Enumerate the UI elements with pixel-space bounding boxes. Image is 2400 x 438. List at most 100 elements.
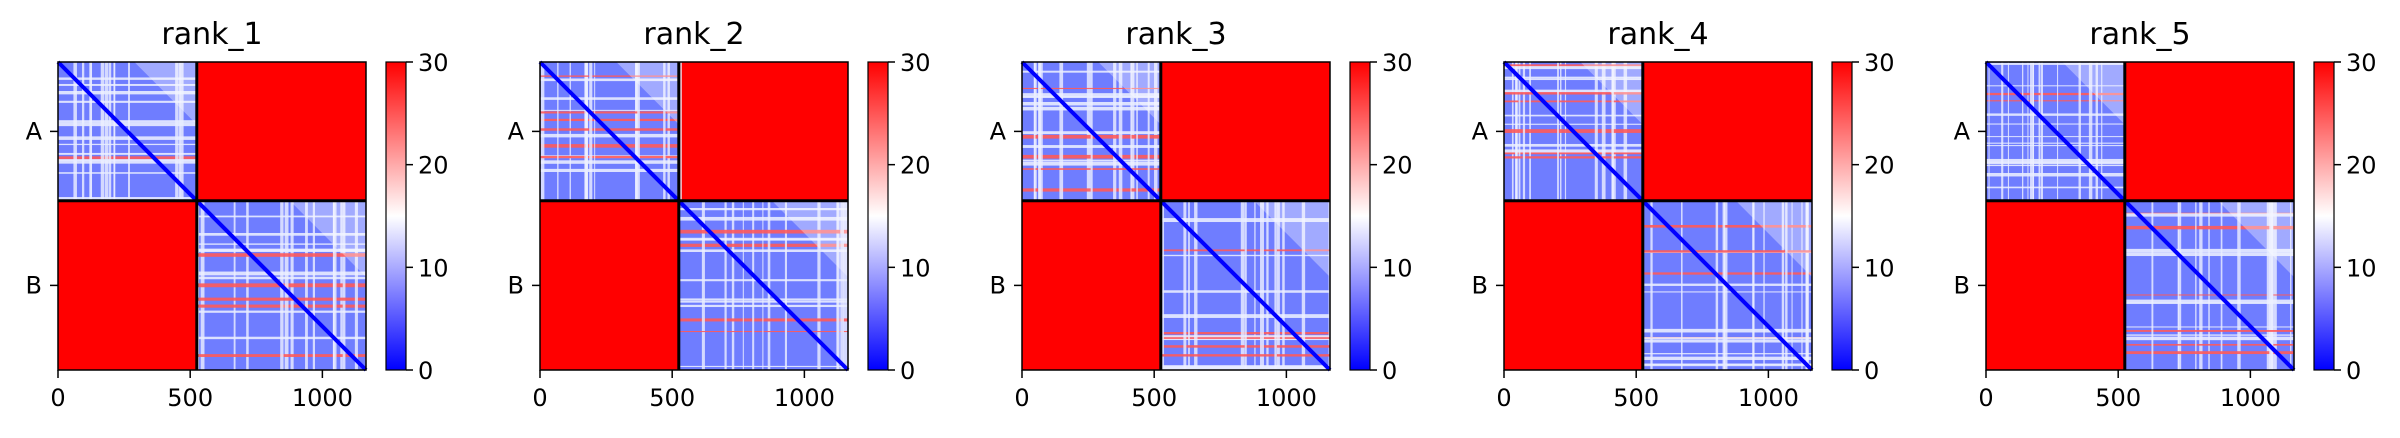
stripe-v	[284, 200, 289, 370]
panel-4: rank_4 0 500 1000 A B 0 10 20 30	[1472, 17, 1895, 412]
stripe-v	[843, 200, 846, 370]
stripe-v	[2007, 62, 2010, 201]
stripe-h	[540, 118, 679, 122]
colorbar-frame	[385, 61, 407, 371]
corner-shade	[771, 200, 848, 277]
stripe-v	[2269, 200, 2273, 370]
block-chain-b	[195, 199, 368, 372]
stripe-v	[2030, 62, 2034, 201]
stripe-h	[1986, 172, 2125, 177]
x-tick-label: 0	[50, 384, 65, 412]
stripe-h	[1504, 143, 1643, 147]
block-chain-a	[56, 60, 199, 203]
stripe-v	[840, 200, 844, 370]
colorbar-tick-label: 0	[1382, 357, 1397, 385]
stripe-v	[2177, 200, 2179, 370]
stripe-v	[2101, 62, 2103, 201]
colorbar	[2314, 62, 2334, 370]
colorbar-tick-label: 0	[418, 357, 433, 385]
stripe-v	[2177, 200, 2182, 370]
stripe-v	[1557, 62, 1559, 201]
stripe-h	[1986, 92, 2125, 96]
colorbar	[1350, 62, 1370, 370]
stripe-v	[1805, 200, 1809, 370]
stripe-v	[1194, 200, 1198, 370]
stripe-h	[678, 365, 848, 367]
stripe-h	[2124, 294, 2294, 296]
colorbar-tick-label: 30	[1864, 49, 1895, 77]
stripe-v	[1781, 200, 1785, 370]
block-chain-b	[677, 199, 850, 372]
stripe-v	[178, 62, 181, 201]
stripe-h	[540, 144, 679, 148]
stripe-v	[589, 62, 593, 201]
colorbar-frame	[2313, 61, 2335, 371]
stripe-h	[1986, 142, 2125, 144]
stripe-v	[2027, 62, 2029, 201]
stripe-v	[312, 200, 315, 370]
x-tick-label: 500	[2095, 384, 2141, 412]
stripe-h	[196, 297, 366, 301]
y-chain-label: B	[26, 271, 42, 299]
stripe-v	[1183, 200, 1187, 370]
stripe-h	[1504, 65, 1643, 70]
y-chain-label: B	[508, 271, 524, 299]
stripe-v	[724, 200, 727, 370]
stripe-h	[540, 109, 679, 111]
colorbar-tick-label: 30	[900, 49, 931, 77]
stripe-h	[2124, 326, 2294, 328]
stripe-h	[58, 120, 197, 123]
stripe-v	[663, 62, 666, 201]
stripe-v	[100, 62, 105, 201]
colorbar-tick-label: 20	[418, 152, 449, 180]
colorbar-frame	[1349, 61, 1371, 371]
stripe-h	[1986, 100, 2125, 102]
diagonal	[1984, 60, 2127, 203]
stripe-h	[1642, 339, 1812, 343]
stripe-v	[569, 62, 571, 201]
stripe-v	[2038, 62, 2041, 201]
stripe-h	[678, 279, 848, 282]
stripe-v	[342, 200, 346, 370]
stripe-h	[58, 143, 197, 146]
block-chain-b	[1159, 199, 1332, 372]
stripe-v	[305, 200, 308, 370]
heatmap-frame	[1985, 61, 2295, 371]
stripe-v	[2199, 200, 2203, 370]
stripe-v	[667, 62, 670, 201]
stripe-h	[1160, 354, 1330, 357]
stripe-h	[58, 83, 197, 86]
stripe-v	[81, 62, 85, 201]
stripe-v	[767, 200, 771, 370]
stripe-v	[113, 62, 116, 201]
stripe-h	[58, 122, 197, 127]
stripe-h	[1642, 337, 1812, 340]
corner-shade	[2217, 200, 2294, 277]
y-chain-label: A	[1954, 117, 1971, 145]
stripe-v	[637, 62, 640, 201]
stripe-v	[1601, 62, 1606, 201]
stripe-v	[836, 200, 839, 370]
colorbar-tick-label: 0	[1864, 357, 1879, 385]
panel-5: rank_5 0 500 1000 A B 0 10 20 30	[1954, 17, 2377, 412]
stripe-h	[1504, 100, 1643, 103]
corner-shade	[134, 62, 197, 125]
colorbar	[1832, 62, 1852, 370]
stripe-h	[1504, 123, 1643, 125]
stripe-h	[1986, 186, 2125, 189]
stripe-h	[678, 300, 848, 303]
panel-2: rank_2 0 500 1000 A B 0 10 20 30	[508, 17, 931, 412]
stripe-v	[557, 62, 559, 201]
heatmap-frame	[1503, 61, 1813, 371]
stripe-h	[1642, 224, 1812, 228]
y-chain-label: A	[508, 117, 525, 145]
block-chain-a	[1502, 60, 1645, 203]
panel-title: rank_1	[161, 17, 262, 52]
stripe-h	[540, 168, 679, 172]
stripe-v	[104, 62, 109, 201]
stripe-v	[2022, 62, 2024, 201]
stripe-v	[175, 62, 179, 201]
stripe-v	[2088, 62, 2093, 201]
stripe-v	[108, 62, 112, 201]
stripe-v	[1715, 200, 1719, 370]
